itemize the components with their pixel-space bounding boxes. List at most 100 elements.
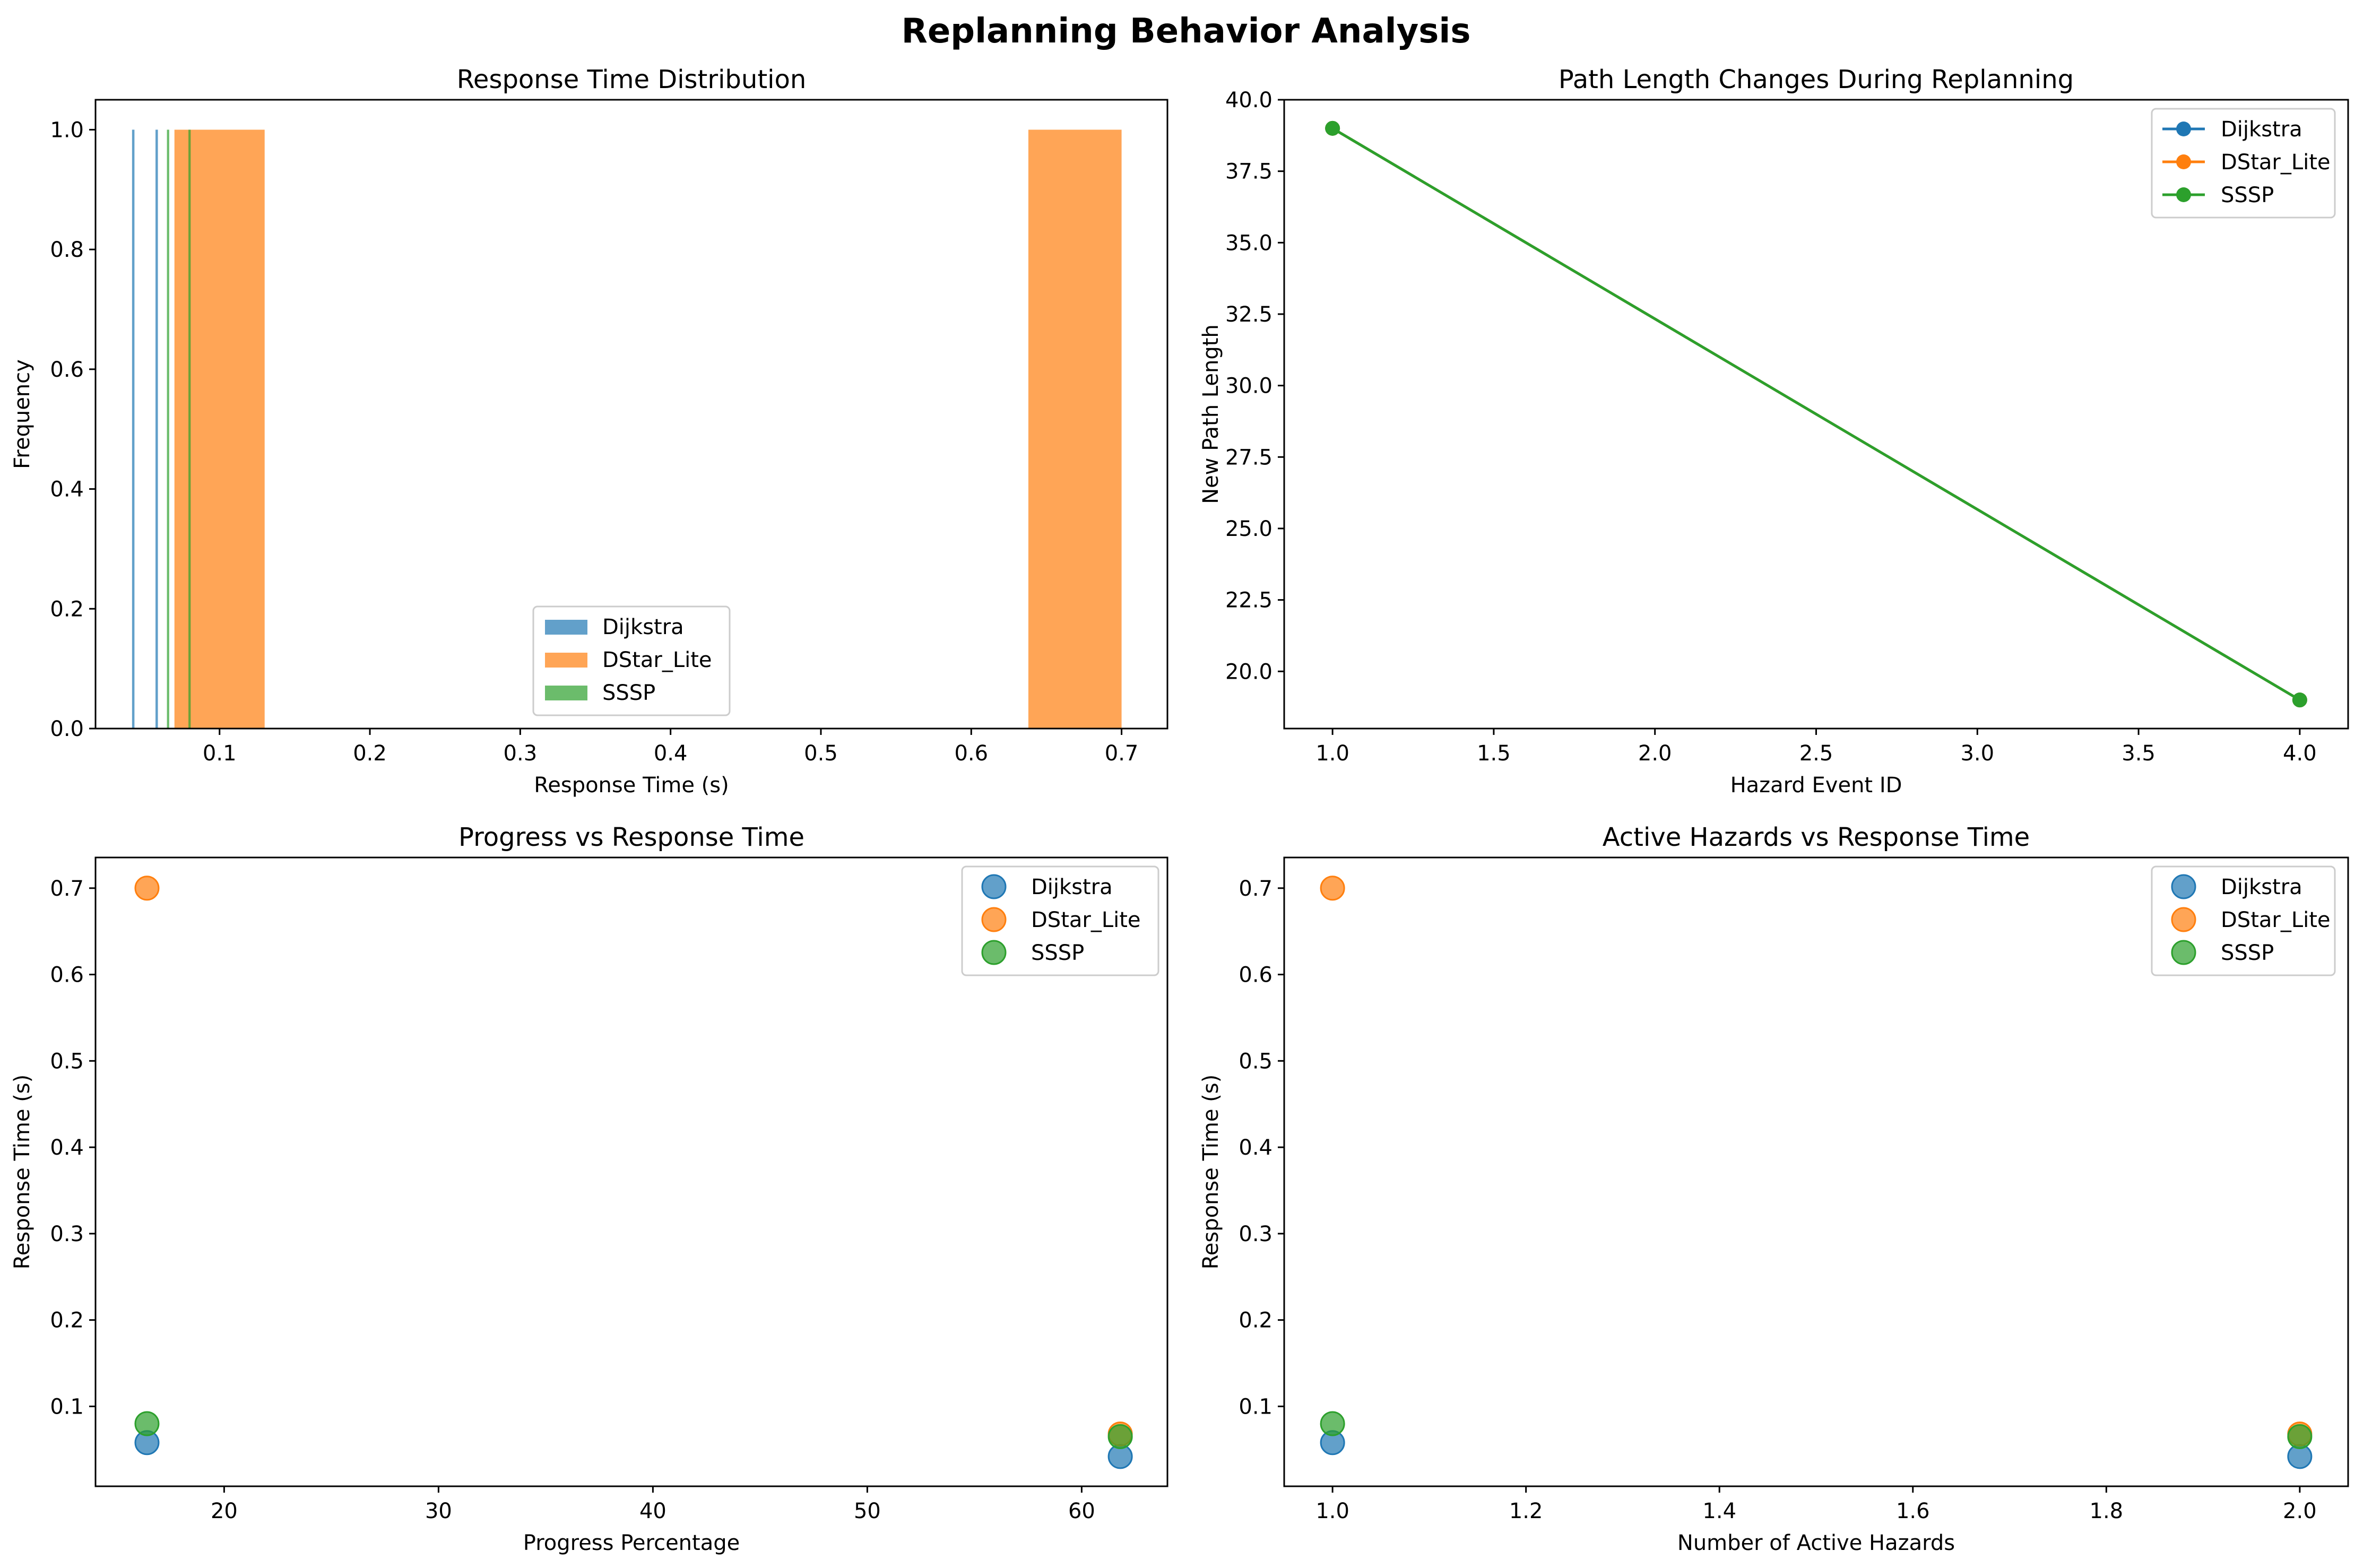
x-tick-label: 1.5: [1477, 741, 1511, 766]
x-axis-label: Response Time (s): [534, 773, 729, 798]
histogram-bar-dijkstra: [155, 129, 158, 729]
y-tick-label: 40.0: [1225, 88, 1272, 112]
x-tick-label: 40: [639, 1499, 666, 1523]
x-tick-label: 1.2: [1509, 1499, 1543, 1523]
y-axis-label: New Path Length: [1199, 324, 1223, 504]
x-axis-label: Progress Percentage: [523, 1531, 740, 1555]
histogram-bar-dstar_lite: [174, 129, 265, 729]
x-tick-label: 1.0: [1315, 1499, 1349, 1523]
legend-label: SSSP: [1031, 941, 1084, 965]
histogram-bar-dijkstra: [132, 129, 135, 729]
figure-title: Replanning Behavior Analysis: [902, 12, 1471, 51]
legend-marker: [2171, 940, 2196, 965]
panel-1: 0.1 0.2 0.3 0.4 0.5 0.6 0.7 0.0 0.2 0.4 0.6 0.8 1.0 R…: [10, 65, 1168, 798]
y-axis-label: Response Time (s): [1199, 1075, 1223, 1269]
legend-box: [2151, 865, 2336, 976]
legend-label: SSSP: [2221, 183, 2274, 207]
legend-marker: [981, 874, 1007, 899]
y-tick-label: 27.5: [1225, 445, 1272, 470]
legend-label: DStar_Lite: [2221, 150, 2331, 175]
panel-2: 1.0 1.5 2.0 2.5 3.0 3.5 4.0 20.0 22.5 25.0 27.5 30.…: [1199, 65, 2349, 798]
y-tick-label: 0.5: [50, 1049, 84, 1073]
panel-title: Response Time Distribution: [457, 65, 807, 94]
x-tick-label: 0.3: [504, 741, 538, 766]
legend: Dijkstra DStar_Lite SSSP: [532, 605, 731, 716]
legend: Dijkstra DStar_Lite SSSP: [961, 865, 1159, 976]
y-tick-label: 0.2: [50, 597, 84, 621]
plot-marks: [134, 876, 1133, 1469]
legend-marker: [981, 907, 1007, 932]
y-tick-label: 32.5: [1225, 302, 1272, 327]
scatter-point-sssp: [2287, 1424, 2313, 1449]
y-tick-label: 35.0: [1225, 231, 1272, 255]
panel-title: Path Length Changes During Replanning: [1559, 65, 2074, 94]
legend-label: DStar_Lite: [1031, 908, 1141, 932]
x-tick-label: 3.5: [2122, 741, 2155, 766]
series-line-sssp: [1331, 127, 2301, 701]
histogram-bar-sssp: [167, 129, 169, 729]
y-tick-label: 0.2: [50, 1309, 84, 1333]
axes-frame: [94, 99, 1168, 730]
legend-swatch: [545, 620, 587, 635]
plot-marks: [1320, 876, 2313, 1469]
panel-4: 1.0 1.2 1.4 1.6 1.8 2.0 0.1 0.2 0.3 0.4 0.5 0.6 0.7 A…: [1199, 822, 2349, 1555]
x-tick-label: 50: [854, 1499, 881, 1523]
legend-box: [961, 865, 1159, 976]
legend-label: Dijkstra: [602, 615, 684, 639]
axes-frame: [94, 856, 1168, 1487]
plot-marks: [1325, 120, 2307, 708]
scatter-point-sssp: [1320, 1411, 1345, 1436]
x-tick-label: 0.5: [804, 741, 838, 766]
x-tick-label: 0.7: [1105, 741, 1139, 766]
y-tick-label: 0.8: [50, 238, 84, 262]
y-axis-label: Frequency: [10, 359, 34, 469]
y-tick-label: 30.0: [1225, 374, 1272, 399]
histogram-bar-dstar_lite: [1028, 129, 1122, 729]
y-tick-label: 0.7: [1239, 877, 1272, 901]
series-point-sssp: [2292, 692, 2307, 708]
legend-marker: [2176, 187, 2191, 202]
x-tick-label: 30: [425, 1499, 452, 1523]
series-point-sssp: [1325, 120, 1340, 136]
axes-frame: [1283, 856, 2349, 1487]
legend: Dijkstra DStar_Lite SSSP: [2151, 108, 2336, 219]
y-tick-label: 0.1: [50, 1394, 84, 1419]
y-tick-label: 0.4: [50, 1136, 84, 1160]
legend-marker: [2171, 907, 2196, 932]
x-tick-label: 3.0: [1960, 741, 1994, 766]
plot-marks: [132, 129, 1122, 729]
legend-marker: [2171, 874, 2196, 899]
x-tick-label: 1.8: [2090, 1499, 2124, 1523]
histogram-bar-sssp: [188, 129, 191, 729]
legend-box: [2151, 108, 2336, 219]
legend-label: SSSP: [602, 681, 655, 705]
y-tick-label: 25.0: [1225, 517, 1272, 541]
x-tick-label: 2.5: [1799, 741, 1833, 766]
x-tick-label: 1.4: [1702, 1499, 1736, 1523]
legend-marker: [2176, 154, 2191, 169]
y-tick-label: 0.6: [1239, 963, 1272, 987]
scatter-point-dstar_lite: [134, 876, 160, 901]
legend-label: DStar_Lite: [2221, 908, 2331, 932]
x-axis-label: Number of Active Hazards: [1677, 1531, 1955, 1555]
x-tick-label: 0.2: [353, 741, 387, 766]
y-tick-label: 0.5: [1239, 1049, 1272, 1073]
y-tick-label: 0.6: [50, 358, 84, 382]
y-tick-label: 22.5: [1225, 588, 1272, 613]
y-tick-label: 0.3: [50, 1222, 84, 1246]
x-axis-label: Hazard Event ID: [1730, 773, 1902, 798]
legend-label: Dijkstra: [1031, 875, 1113, 899]
legend-marker: [2176, 122, 2191, 136]
x-tick-label: 0.1: [203, 741, 237, 766]
legend-label: SSSP: [2221, 941, 2274, 965]
y-tick-label: 0.3: [1239, 1222, 1272, 1246]
y-tick-label: 0.0: [50, 717, 84, 741]
x-tick-label: 2.0: [2283, 1499, 2317, 1523]
x-tick-label: 0.6: [954, 741, 988, 766]
legend: Dijkstra DStar_Lite SSSP: [2151, 865, 2336, 976]
x-tick-label: 1.0: [1315, 741, 1349, 766]
y-tick-label: 0.4: [50, 478, 84, 502]
legend-label: DStar_Lite: [602, 648, 712, 672]
scatter-point-sssp: [134, 1411, 160, 1436]
